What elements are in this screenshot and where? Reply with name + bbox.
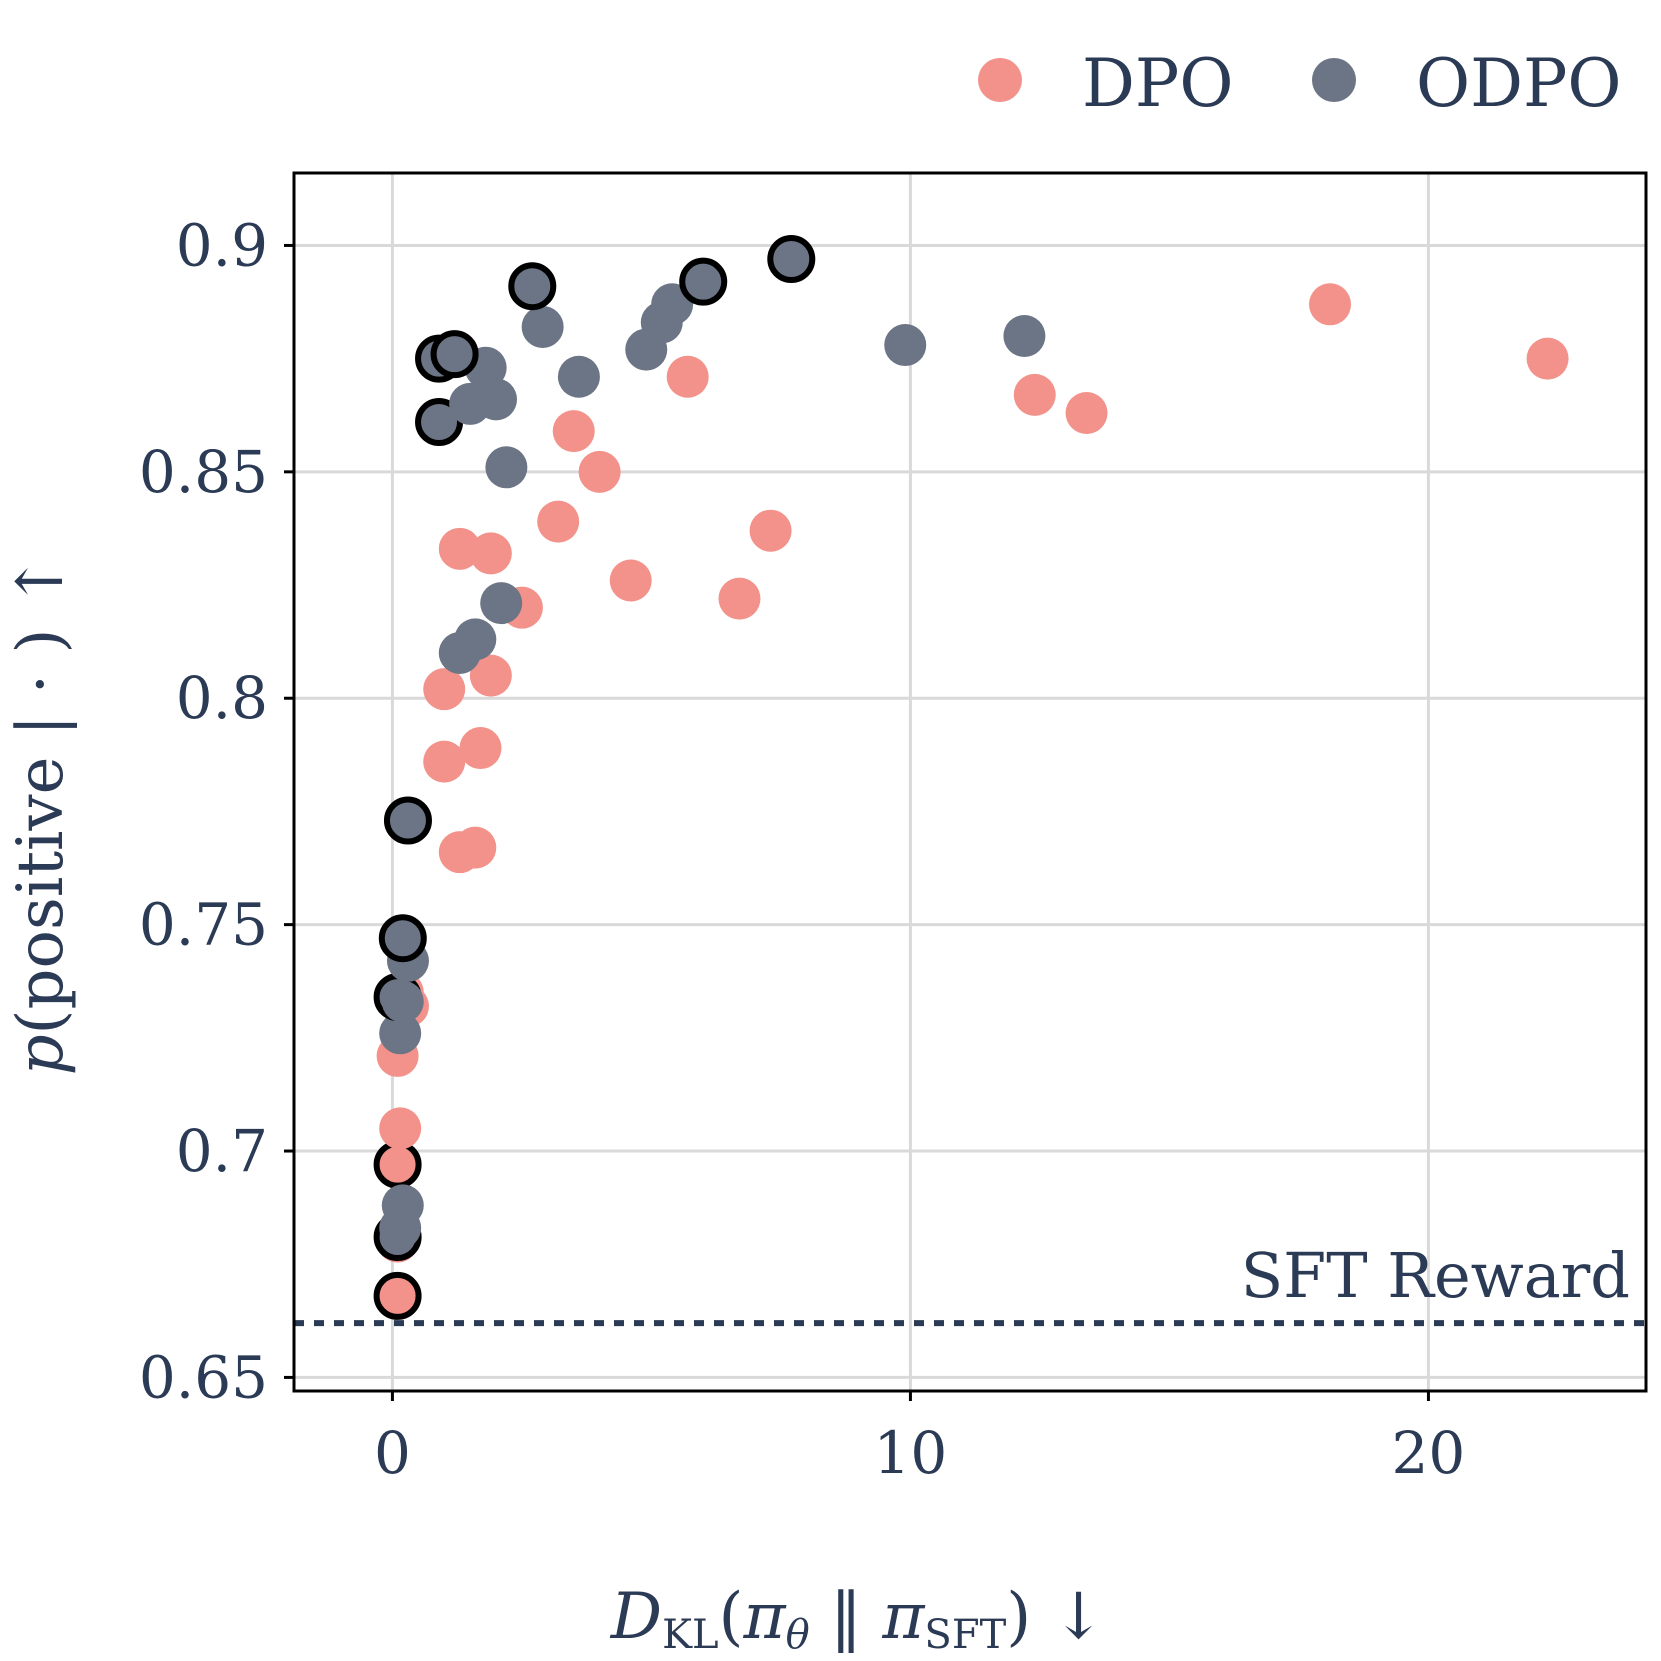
dpo-point bbox=[1526, 337, 1569, 380]
dpo-point bbox=[609, 559, 652, 602]
dpo-point bbox=[666, 355, 709, 398]
y-tick-label: 0.75 bbox=[139, 891, 268, 959]
odpo-point bbox=[379, 1012, 422, 1055]
dpo-point bbox=[552, 410, 595, 453]
odpo-point bbox=[1003, 315, 1046, 358]
odpo-point bbox=[884, 324, 927, 367]
y-axis-label: p(positive | · ) ↑ bbox=[4, 555, 78, 1076]
odpo-point bbox=[475, 378, 518, 421]
series-odpo bbox=[373, 235, 1046, 1262]
legend-label-odpo: ODPO bbox=[1416, 45, 1622, 122]
dpo-point bbox=[459, 727, 502, 770]
y-tick-label: 0.7 bbox=[176, 1117, 268, 1185]
odpo-point bbox=[485, 446, 528, 489]
dpo-point bbox=[454, 826, 497, 869]
dpo-point bbox=[749, 509, 792, 552]
dpo-point bbox=[537, 500, 580, 543]
odpo-point bbox=[378, 914, 427, 963]
legend: DPO ODPO bbox=[978, 45, 1622, 122]
odpo-point bbox=[679, 257, 728, 306]
y-tick-label: 0.65 bbox=[139, 1343, 268, 1411]
odpo-point bbox=[767, 235, 816, 284]
dpo-point bbox=[373, 1271, 422, 1320]
dpo-point bbox=[438, 527, 481, 570]
dpo-point bbox=[1309, 283, 1352, 326]
x-tick-label: 0 bbox=[374, 1419, 411, 1487]
y-tick-label: 0.9 bbox=[176, 211, 268, 279]
y-tick-label: 0.8 bbox=[176, 664, 268, 732]
dpo-point bbox=[423, 740, 466, 783]
odpo-point bbox=[557, 355, 600, 398]
dpo-point bbox=[469, 654, 512, 697]
dpo-point bbox=[1065, 391, 1108, 434]
dpo-point bbox=[379, 1107, 422, 1150]
series-dpo bbox=[373, 283, 1569, 1320]
odpo-point bbox=[454, 618, 497, 661]
plot-frame bbox=[292, 171, 1648, 1393]
dpo-point bbox=[373, 1140, 422, 1189]
x-axis-label: DKL(πθ ‖ πSFT) ↓ bbox=[610, 1580, 1105, 1658]
legend-marker-dpo bbox=[978, 58, 1022, 102]
odpo-point bbox=[381, 980, 424, 1023]
odpo-point bbox=[383, 796, 432, 845]
odpo-point bbox=[381, 1184, 424, 1227]
odpo-point bbox=[521, 305, 564, 348]
x-tick-label: 10 bbox=[874, 1419, 948, 1487]
legend-marker-odpo bbox=[1312, 58, 1356, 102]
odpo-point bbox=[480, 582, 523, 625]
x-tick-label: 20 bbox=[1392, 1419, 1466, 1487]
sft-reward-label: SFT Reward bbox=[1241, 1239, 1630, 1312]
data-points bbox=[373, 235, 1569, 1320]
sft-reward-reference: SFT Reward bbox=[294, 1239, 1646, 1327]
dpo-point bbox=[578, 450, 621, 493]
dpo-point bbox=[1013, 373, 1056, 416]
y-tick-label: 0.85 bbox=[139, 438, 268, 506]
dpo-point bbox=[423, 668, 466, 711]
odpo-point bbox=[508, 262, 557, 311]
dpo-point bbox=[718, 577, 761, 620]
dpo-point bbox=[469, 532, 512, 575]
odpo-point bbox=[430, 330, 479, 379]
legend-label-dpo: DPO bbox=[1082, 45, 1233, 122]
axis-ticks: 0.65 0.7 0.75 0.8 0.85 0.9 0 10 20 bbox=[139, 211, 1465, 1487]
